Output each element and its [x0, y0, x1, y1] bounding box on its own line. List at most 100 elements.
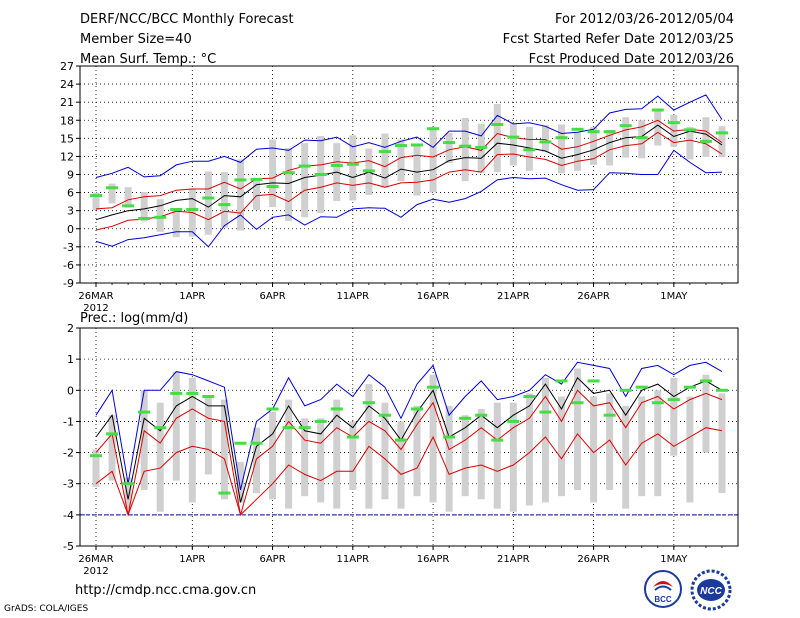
prec-ytick-label: -1 [63, 415, 74, 428]
temp-spread-bar [220, 172, 228, 228]
temp-member-marker [459, 144, 472, 148]
prec-xtick-label: 1MAY [660, 554, 688, 565]
prec-spread-bar [525, 393, 533, 506]
temp-series-bottom [95, 131, 723, 231]
temp-series-max [95, 149, 723, 248]
prec-spread-bar [220, 399, 228, 500]
forecast-period: For 2012/03/26-2012/05/04 [555, 12, 734, 27]
temp-spread-bar [606, 129, 614, 166]
prec-xtick-label: 1APR [179, 554, 205, 565]
prec-ytick-label: -2 [63, 447, 74, 460]
temp-spread-bar [541, 125, 549, 152]
header-right: For 2012/03/26-2012/05/04 Fcst Started R… [503, 12, 734, 72]
temp-member-marker [394, 144, 407, 148]
temp-xtick-label: 1MAY [660, 291, 688, 302]
temp-panel-title: Mean Surf. Temp.: °C [80, 52, 217, 67]
prec-xtick-label: 11APR [337, 554, 370, 565]
temp-ytick-label: 24 [60, 78, 74, 91]
footer-url: http://cmdp.ncc.cma.gov.cn [75, 583, 257, 598]
prec-member-marker [651, 401, 664, 405]
prec-member-marker [250, 441, 263, 445]
prec-member-marker [298, 426, 311, 430]
temp-spread-bar [301, 143, 309, 218]
temp-spread-bar [108, 183, 116, 204]
prec-spread-bar [670, 377, 678, 456]
prec-spread-bar [557, 396, 565, 497]
temp-member-marker [699, 139, 712, 143]
prec-spread-bar [590, 396, 598, 503]
prec-spread-bar [461, 415, 469, 497]
prec-spread-bar [317, 418, 325, 503]
ncc-logo: NCC [690, 569, 732, 611]
prec-member-marker [555, 379, 568, 383]
prec-spread-bar [574, 368, 582, 490]
prec-member-marker [411, 407, 424, 411]
temp-spread-bar [574, 132, 582, 171]
temp-ytick-label: 6 [67, 187, 74, 200]
temp-spread-bar [461, 117, 469, 182]
prec-member-marker [475, 413, 488, 417]
temp-member-marker [683, 128, 696, 132]
prec-spread-bar [718, 393, 726, 494]
temp-ytick-label: 18 [60, 114, 74, 127]
prec-member-marker [186, 391, 199, 395]
temp-xtick-label: 26MAR [78, 291, 113, 302]
prec-member-marker [699, 379, 712, 383]
prec-member-marker [427, 385, 440, 389]
temp-member-marker [122, 204, 135, 208]
prec-member-marker [603, 413, 616, 417]
temp-member-marker [667, 121, 680, 125]
temp-spread-bar [413, 143, 421, 196]
prec-member-marker [619, 388, 632, 392]
prec-spread-bar [509, 402, 517, 512]
prec-member-marker [587, 379, 600, 383]
temp-spread-bar [269, 139, 277, 208]
prec-member-marker [314, 419, 327, 423]
prec-member-marker [346, 435, 359, 439]
prec-spread-bar [124, 477, 132, 509]
temp-member-marker [282, 171, 295, 175]
prec-ytick-label: 2 [67, 322, 74, 335]
temp-spread-bar [172, 208, 180, 238]
temp-ytick-label: -9 [63, 277, 74, 290]
temp-member-marker [330, 163, 343, 167]
prec-series-mean [95, 376, 723, 503]
prec-spread-bar [413, 405, 421, 497]
temp-member-marker [571, 127, 584, 131]
prec-member-marker [539, 410, 552, 414]
temp-xtick-label: 11APR [337, 291, 370, 302]
temp-spread-bar [686, 126, 694, 160]
temp-xtick-label: 26APR [577, 291, 610, 302]
temp-xtick-label: 6APR [259, 291, 285, 302]
temp-member-marker [138, 217, 151, 221]
temp-member-marker [170, 207, 183, 211]
prec-spread-bar [349, 421, 357, 490]
prec-spread-bar [606, 393, 614, 490]
temp-member-marker [619, 124, 632, 128]
bcc-logo: BCC [644, 570, 682, 608]
prec-series-max [95, 361, 723, 491]
ncc-logo-globe [697, 579, 725, 601]
temp-spread-bar [702, 117, 710, 158]
prec-member-marker [266, 407, 279, 411]
prec-member-marker [234, 441, 247, 445]
temp-member-marker [154, 215, 167, 219]
prec-ytick-label: -4 [63, 509, 74, 522]
prec-member-marker [106, 432, 119, 436]
temp-ytick-label: 15 [60, 132, 74, 145]
prec-spread-bar [541, 377, 549, 503]
prec-spread-bar [204, 396, 212, 475]
prec-member-marker [362, 401, 375, 405]
prec-spread-bar [622, 405, 630, 509]
temp-spread-bar [124, 187, 132, 208]
prec-member-marker [154, 426, 167, 430]
prec-spread-bar [172, 371, 180, 481]
temp-spread-bar [493, 103, 501, 173]
prec-spread-bar [156, 402, 164, 512]
temp-spread-bar [718, 126, 726, 158]
prec-ytick-label: 0 [67, 384, 74, 397]
temp-member-marker [266, 185, 279, 189]
temp-member-marker [475, 145, 488, 149]
